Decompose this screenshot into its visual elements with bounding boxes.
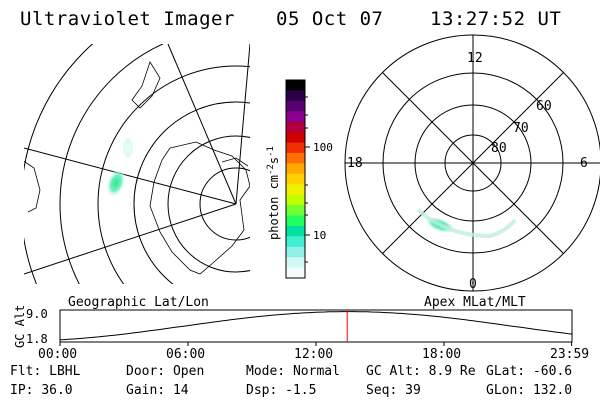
strip-frame [59,309,573,343]
x-tick-1800: 18:00 [422,347,462,362]
status-gc-alt: GC Alt: 8.9 Re [366,364,476,379]
colorbar-swatch [286,225,305,237]
colorbar-swatches [286,80,305,279]
colorbar-swatch [286,173,305,185]
mlt-label-12: 12 [467,51,483,66]
status-filter: Flt: LBHL [10,364,81,379]
polar-panel-label: Apex MLat/MLT [424,295,526,310]
strip-y-tick-min: 1.8 [26,332,48,346]
polar-grid [344,34,600,292]
x-tick-0600: 06:00 [166,347,206,362]
mlt-label-6: 6 [580,156,588,171]
colorbar-swatch [286,246,305,258]
colorbar-swatch [286,132,305,144]
colorbar-swatch [286,184,305,196]
status-glat: GLat: -60.6 [486,364,573,379]
status-glon: GLon: 132.0 [486,383,573,398]
colorbar-swatch [286,205,305,217]
geo-grid [24,44,250,284]
status-ip: IP: 36.0 [10,383,73,398]
mlt-label-0: 0 [469,277,477,292]
instrument-title: Ultraviolet Imager [20,8,235,30]
strip-x-ticks [59,342,573,346]
mlat-label-60: 60 [536,99,552,114]
colorbar-tick-100: 100 [313,141,333,154]
status-mode: Mode: Normal [246,364,340,379]
mlat-label-70: 70 [513,121,529,136]
mlat-label-80: 80 [491,141,507,156]
status-seq: Seq: 39 [366,383,421,398]
x-tick-2359: 23:59 [550,347,590,362]
x-tick-0000: 00:00 [38,347,78,362]
strip-y-tick-max: 9.0 [26,307,48,321]
header-time: 13:27:52 UT [430,8,562,30]
colorbar-ticks [305,96,310,263]
strip-axis-label: GC Alt [13,305,27,348]
colorbar-swatch [286,111,305,123]
colorbar-tick-10: 10 [313,229,326,242]
geo-panel-label: Geographic Lat/Lon [68,295,209,310]
header-date: 05 Oct 07 [276,8,384,30]
mlt-label-18: 18 [347,156,363,171]
colorbar-swatch [286,90,305,102]
altitude-curve [59,311,573,341]
colorbar-swatch [286,257,305,269]
colorbar-swatch [286,100,305,112]
colorbar-swatch [286,80,305,92]
x-tick-1200: 12:00 [294,347,334,362]
colorbar-swatch [286,236,305,248]
colorbar-swatch [286,121,305,133]
colorbar-swatch [286,215,305,227]
colorbar-swatch [286,194,305,206]
geo-aurora-spot [106,168,126,198]
geo-aurora-faint [123,138,133,158]
status-door: Door: Open [126,364,205,379]
colorbar-unit: photon cm-2s-1 [266,146,281,240]
colorbar-swatch [286,142,305,154]
colorbar-frame [285,79,306,279]
colorbar-swatch [286,163,305,175]
colorbar-swatch [286,267,305,279]
status-gain: Gain: 14 [126,383,189,398]
polar-aurora-oval [416,208,517,239]
status-dsp: Dsp: -1.5 [246,383,317,398]
colorbar-swatch [286,152,305,164]
